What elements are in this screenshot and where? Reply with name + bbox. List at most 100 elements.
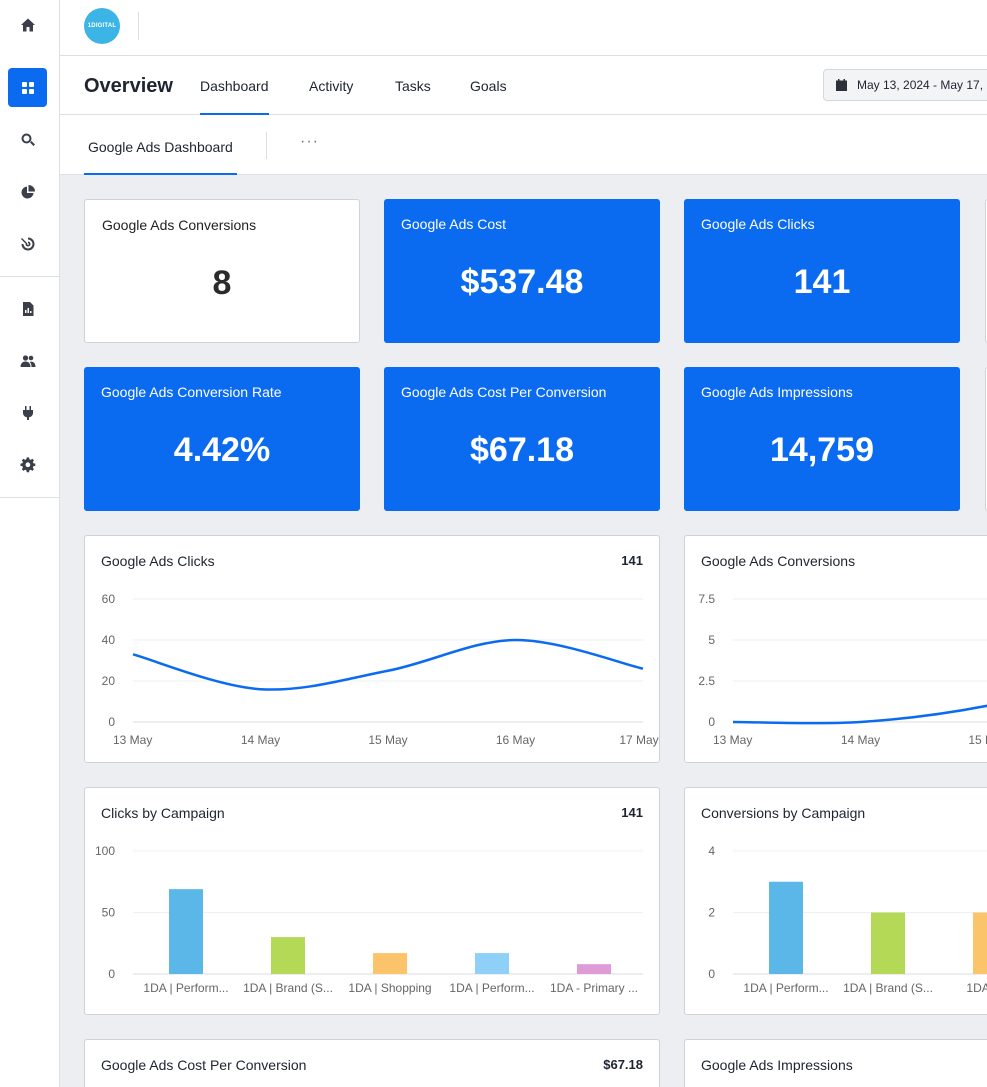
y-tick-label: 50 (102, 906, 116, 920)
x-tick-label: 15 May (368, 733, 407, 747)
chart-title: Google Ads Impressions (701, 1057, 853, 1073)
date-range-picker[interactable]: May 13, 2024 - May 17, 2024 (823, 69, 987, 101)
x-tick-label: 1DA | Brand (S... (843, 981, 933, 995)
chart-total: 141 (621, 553, 643, 568)
sidebar-item-goals[interactable] (8, 224, 47, 263)
top-bar: 1DIGITAL (60, 0, 987, 56)
sidebar-item-integrations[interactable] (8, 393, 47, 432)
sidebar (0, 0, 60, 1087)
series-line (132, 638, 644, 691)
chart-card-impressions[interactable]: Google Ads Impressions (684, 1039, 987, 1087)
series-line (732, 704, 987, 725)
tab-goals[interactable]: Goals (470, 78, 507, 94)
x-tick-label: 1DA | Perform... (743, 981, 828, 995)
x-tick-label: 1DA | Perform... (449, 981, 534, 995)
kpi-value: 141 (793, 263, 851, 301)
sidebar-item-home[interactable] (8, 5, 47, 44)
report-icon (22, 301, 33, 316)
gear-icon (19, 456, 35, 472)
kpi-clicks[interactable]: Google Ads Clicks 141 (684, 199, 960, 343)
kpi-title: Google Ads Cost (401, 216, 507, 232)
x-tick-label: 13 May (713, 733, 752, 747)
bar (373, 953, 407, 974)
sidebar-item-report-files[interactable] (8, 289, 47, 328)
search-icon (21, 133, 35, 146)
kpi-title: Google Ads Cost Per Conversion (401, 384, 607, 400)
chart-total: $67.18 (603, 1057, 643, 1072)
kpi-value: 14,759 (770, 431, 874, 469)
kpi-title: Google Ads Conversions (102, 217, 257, 233)
dashboard-grid-icon (21, 81, 34, 94)
chart-card-conversions[interactable]: Google Ads Conversions 0 2.5 5 7.5 13 May 14 … (684, 535, 987, 763)
sidebar-item-reports[interactable] (8, 172, 47, 211)
x-tick-label: 17 May (619, 733, 658, 747)
chart-card-clicks-by-campaign[interactable]: Clicks by Campaign 141 0 50 100 1DA | Perfo… (84, 787, 660, 1015)
y-tick-label: 40 (102, 633, 116, 647)
users-icon (20, 354, 35, 367)
kpi-impressions[interactable]: Google Ads Impressions 14,759 (684, 367, 960, 511)
date-range-label: May 13, 2024 - May 17, 2024 (857, 78, 987, 92)
x-tick-label: 1DA - Primary ... (550, 981, 638, 995)
tab-dashboard[interactable]: Dashboard (200, 78, 269, 116)
kpi-conversion-rate[interactable]: Google Ads Conversion Rate 4.42% (84, 367, 360, 511)
pie-chart-icon (21, 184, 35, 198)
more-options-button[interactable]: ··· (300, 133, 319, 150)
kpi-conversions[interactable]: Google Ads Conversions 8 (84, 199, 360, 343)
chart-card-clicks[interactable]: Google Ads Clicks 141 0 20 40 60 13 May 14 Ma… (84, 535, 660, 763)
y-tick-label: 0 (108, 715, 115, 729)
y-tick-label: 7.5 (698, 592, 715, 606)
y-tick-label: 5 (708, 633, 715, 647)
x-tick-label: 13 May (113, 733, 152, 747)
line-chart-clicks: 0 20 40 60 13 May 14 May 15 May 16 May 17 May (102, 592, 659, 747)
bar (769, 881, 803, 974)
chart-title: Conversions by Campaign (701, 805, 866, 821)
dashboard-content: Google Ads Conversions 8 Google Ads Cost… (60, 175, 987, 1087)
x-tick-label: 14 May (241, 733, 280, 747)
kpi-value: $67.18 (470, 431, 574, 469)
chart-title: Google Ads Clicks (101, 553, 215, 569)
tab-tasks[interactable]: Tasks (395, 78, 431, 94)
y-tick-label: 100 (95, 844, 115, 858)
chart-card-cost-per-conversion[interactable]: Google Ads Cost Per Conversion $67.18 (84, 1039, 660, 1087)
brand-logo[interactable]: 1DIGITAL (84, 8, 120, 44)
x-tick-label: 14 May (841, 733, 880, 747)
bar (169, 889, 203, 974)
y-tick-label: 2.5 (698, 674, 715, 688)
kpi-card-partial[interactable] (985, 367, 987, 511)
page-title: Overview (84, 75, 173, 97)
sidebar-item-dashboards[interactable] (8, 68, 47, 107)
x-tick-label: 15 May (968, 733, 987, 747)
home-icon (20, 18, 35, 31)
kpi-value: 8 (212, 264, 232, 302)
x-tick-label: 1DA | Brand (S... (243, 981, 333, 995)
logo-divider (138, 12, 139, 40)
bar (271, 937, 305, 974)
kpi-title: Google Ads Clicks (701, 216, 815, 232)
tab-activity[interactable]: Activity (309, 78, 354, 94)
y-tick-label: 2 (708, 906, 715, 920)
subtab-divider (266, 132, 267, 159)
x-tick-label: 1DA | Perform... (143, 981, 228, 995)
sidebar-item-search[interactable] (8, 120, 47, 159)
kpi-title: Google Ads Conversion Rate (101, 384, 282, 400)
tab-google-ads-dashboard[interactable]: Google Ads Dashboard (84, 139, 237, 176)
kpi-cost-per-conversion[interactable]: Google Ads Cost Per Conversion $67.18 (384, 367, 660, 511)
bar (973, 912, 987, 974)
page-header: Overview Dashboard Activity Tasks Goals … (60, 56, 987, 116)
sidebar-divider (0, 276, 59, 277)
x-tick-label: 1DA | Sh (966, 981, 987, 995)
chart-card-conversions-by-campaign[interactable]: Conversions by Campaign 0 2 4 1DA | Perform… (684, 787, 987, 1015)
y-tick-label: 60 (102, 592, 116, 606)
calendar-icon (836, 79, 847, 91)
kpi-value: $537.48 (460, 263, 584, 301)
y-tick-label: 0 (708, 715, 715, 729)
y-tick-label: 20 (102, 674, 116, 688)
kpi-card-partial[interactable] (985, 199, 987, 343)
bar-chart-conversions-by-campaign: 0 2 4 1DA | Perform... 1DA | Brand (S... 1DA … (708, 844, 987, 995)
sidebar-item-clients[interactable] (8, 341, 47, 380)
kpi-title: Google Ads Impressions (701, 384, 853, 400)
sidebar-item-settings[interactable] (8, 445, 47, 484)
kpi-cost[interactable]: Google Ads Cost $537.48 (384, 199, 660, 343)
y-tick-label: 0 (108, 967, 115, 981)
